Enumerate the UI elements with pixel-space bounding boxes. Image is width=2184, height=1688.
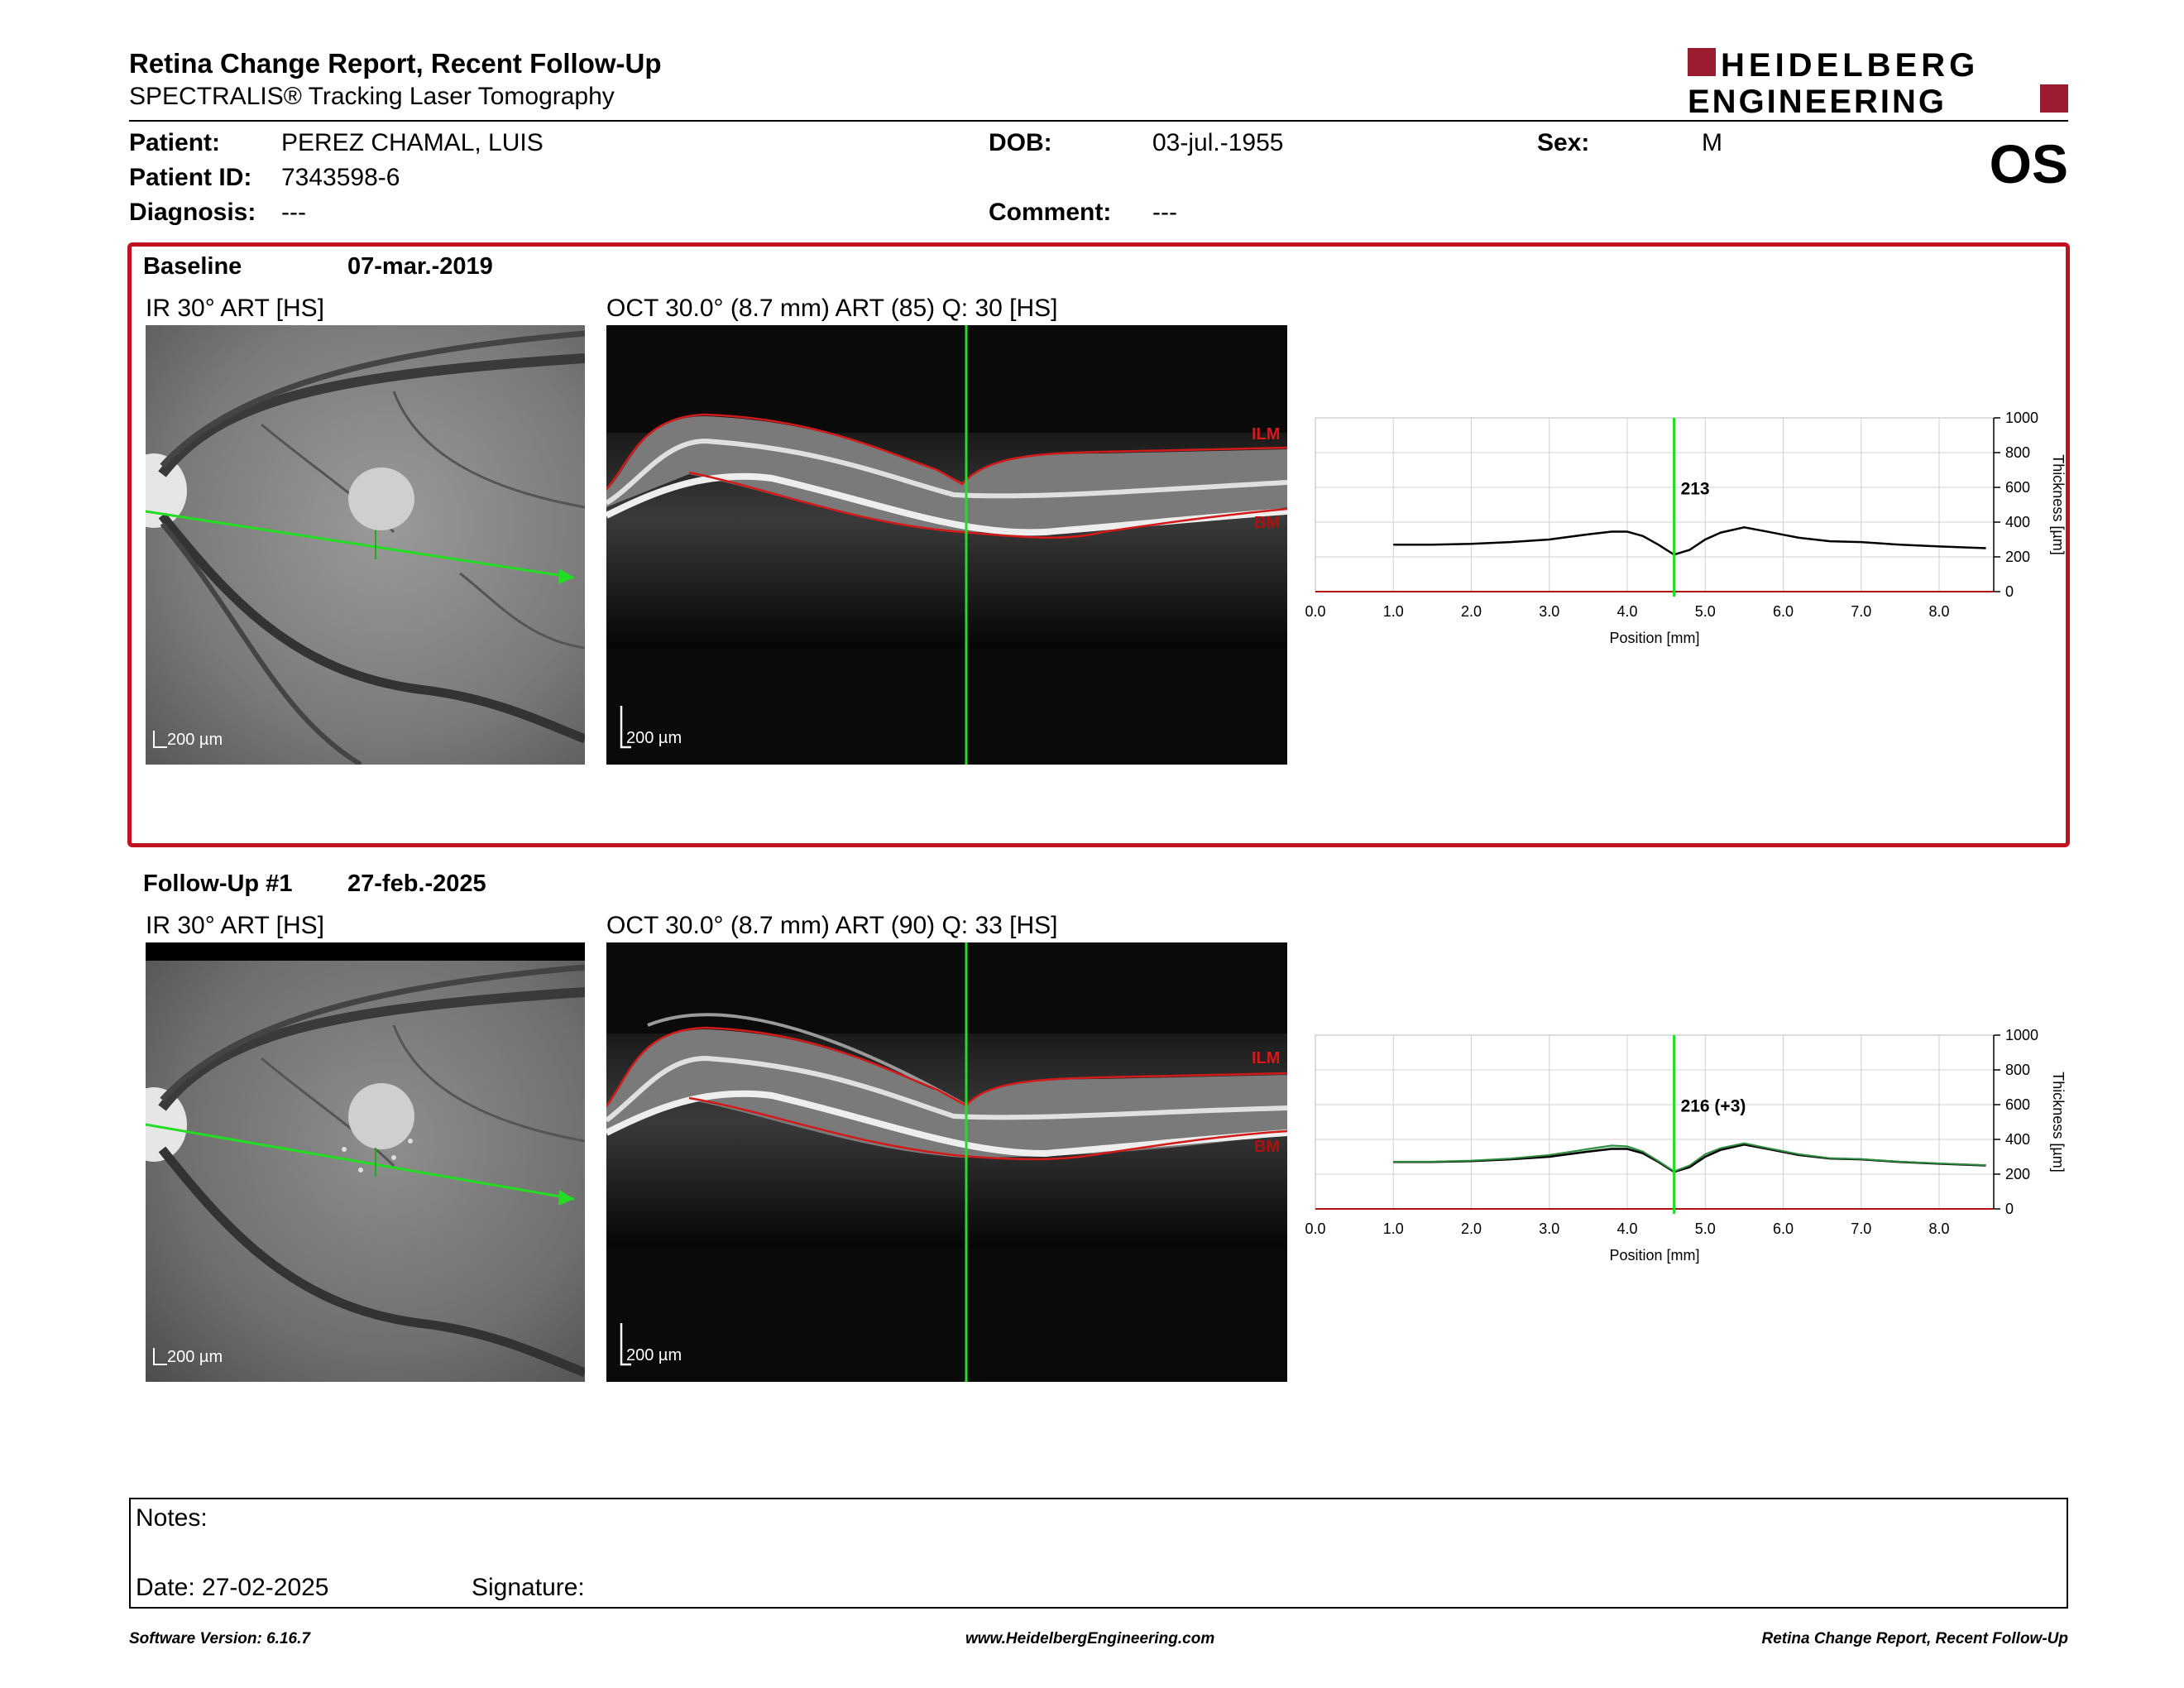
baseline-ilm-label: ILM [1252,425,1280,444]
x-tick-label: 1.0 [1383,1220,1404,1237]
signature-label: Signature: [472,1574,585,1601]
x-axis-title: Position [mm] [1609,1247,1699,1264]
logo-line1: HEIDELBERG [1721,47,1979,84]
y-tick-label: 400 [2005,1131,2030,1148]
x-tick-label: 3.0 [1539,603,1559,620]
patient-name: PEREZ CHAMAL, LUIS [281,129,544,156]
x-tick-label: 8.0 [1929,603,1950,620]
header-rule [129,120,2068,122]
comment-value: --- [1152,199,1177,226]
logo-line2: ENGINEERING [1688,84,1947,116]
thickness-series-line [1393,1144,1986,1173]
patient-id: 7343598-6 [281,164,400,191]
baseline-ir-scale: 200 µm [167,731,223,749]
x-tick-label: 4.0 [1616,603,1637,620]
baseline-label: Baseline [143,253,242,280]
followup-ir-label: IR 30° ART [HS] [146,912,324,939]
followup-thickness-chart[interactable]: 0.0 1.0 2.0 3.0 4.0 5.0 6.0 7.0 8.0 0 200 400 600 800… [1291,1027,2076,1292]
followup-oct-image[interactable]: ILM BM 200 µm [606,942,1287,1382]
y-tick-label: 0 [2005,583,2014,600]
baseline-bm-label: BM [1254,514,1280,532]
baseline-thickness-chart[interactable]: 0.0 1.0 2.0 3.0 4.0 5.0 6.0 7.0 8.0 0 200 400 600 800… [1291,410,2076,674]
notes-label: Notes: [136,1504,208,1532]
y-axis-title: Thickness [µm] [2050,1072,2067,1172]
x-tick-label: 3.0 [1539,1220,1559,1237]
y-tick-label: 1000 [2005,1027,2038,1043]
followup-ir-scale: 200 µm [167,1348,223,1366]
y-tick-label: 200 [2005,1166,2030,1182]
x-axis-title: Position [mm] [1609,630,1699,646]
baseline-oct-image[interactable]: ILM BM 200 µm [606,325,1287,765]
x-tick-label: 1.0 [1383,603,1404,620]
followup-oct-label: OCT 30.0° (8.7 mm) ART (90) Q: 33 [HS] [606,912,1058,939]
patient-label: Patient: [129,129,221,156]
y-axis-title: Thickness [µm] [2050,454,2067,554]
report-subtitle: SPECTRALIS® Tracking Laser Tomography [129,83,615,110]
baseline-ir-image[interactable]: 200 µm [146,325,585,765]
sex-value: M [1702,129,1722,156]
heidelberg-logo: HEIDELBERG ENGINEERING [1688,47,2068,116]
x-tick-label: 0.0 [1305,1220,1325,1237]
baseline-date: 07-mar.-2019 [347,253,493,280]
sex-label: Sex: [1537,129,1590,156]
thickness-series-line [1393,1142,1986,1172]
x-tick-label: 7.0 [1851,1220,1871,1237]
footer-report-name: Retina Change Report, Recent Follow-Up [1761,1630,2068,1647]
report-title: Retina Change Report, Recent Follow-Up [129,48,662,79]
x-tick-label: 7.0 [1851,603,1871,620]
baseline-panel[interactable] [127,242,2070,847]
x-tick-label: 5.0 [1695,1220,1716,1237]
y-tick-label: 1000 [2005,410,2038,426]
followup-ilm-label: ILM [1252,1049,1280,1067]
x-tick-label: 8.0 [1929,1220,1950,1237]
y-tick-label: 200 [2005,549,2030,565]
diagnosis-label: Diagnosis: [129,199,256,226]
followup-ir-image[interactable]: 200 µm [146,942,585,1382]
dob-label: DOB: [989,129,1052,156]
footer-software: Software Version: 6.16.7 [129,1630,310,1647]
baseline-oct-label: OCT 30.0° (8.7 mm) ART (85) Q: 30 [HS] [606,295,1058,322]
followup-label: Follow-Up #1 [143,870,293,897]
patient-id-label: Patient ID: [129,164,252,191]
thickness-value-label: 216 (+3) [1681,1096,1746,1115]
x-tick-label: 6.0 [1773,603,1794,620]
footer-website[interactable]: www.HeidelbergEngineering.com [965,1630,1215,1647]
diagnosis-value: --- [281,199,306,226]
eye-indicator: OS [1989,133,2068,194]
x-tick-label: 2.0 [1461,603,1482,620]
y-tick-label: 800 [2005,444,2030,461]
x-tick-label: 6.0 [1773,1220,1794,1237]
x-tick-label: 0.0 [1305,603,1325,620]
y-tick-label: 600 [2005,1096,2030,1113]
y-tick-label: 0 [2005,1201,2014,1217]
y-tick-label: 800 [2005,1062,2030,1078]
dob-value: 03-jul.-1955 [1152,129,1284,156]
x-tick-label: 2.0 [1461,1220,1482,1237]
followup-oct-scale: 200 µm [626,1346,682,1364]
notes-box[interactable] [129,1498,2068,1609]
y-tick-label: 600 [2005,479,2030,496]
x-tick-label: 4.0 [1616,1220,1637,1237]
baseline-oct-scale: 200 µm [626,729,682,747]
plot-frame [1315,417,1995,592]
comment-label: Comment: [989,199,1112,226]
notes-date: Date: 27-02-2025 [136,1574,329,1601]
thickness-value-label: 213 [1681,479,1710,498]
thickness-series-line [1393,526,1986,556]
followup-date: 27-feb.-2025 [347,870,486,897]
followup-bm-label: BM [1254,1138,1280,1156]
baseline-ir-label: IR 30° ART [HS] [146,295,324,322]
y-tick-label: 400 [2005,514,2030,530]
plot-frame [1315,1034,1995,1210]
x-tick-label: 5.0 [1695,603,1716,620]
